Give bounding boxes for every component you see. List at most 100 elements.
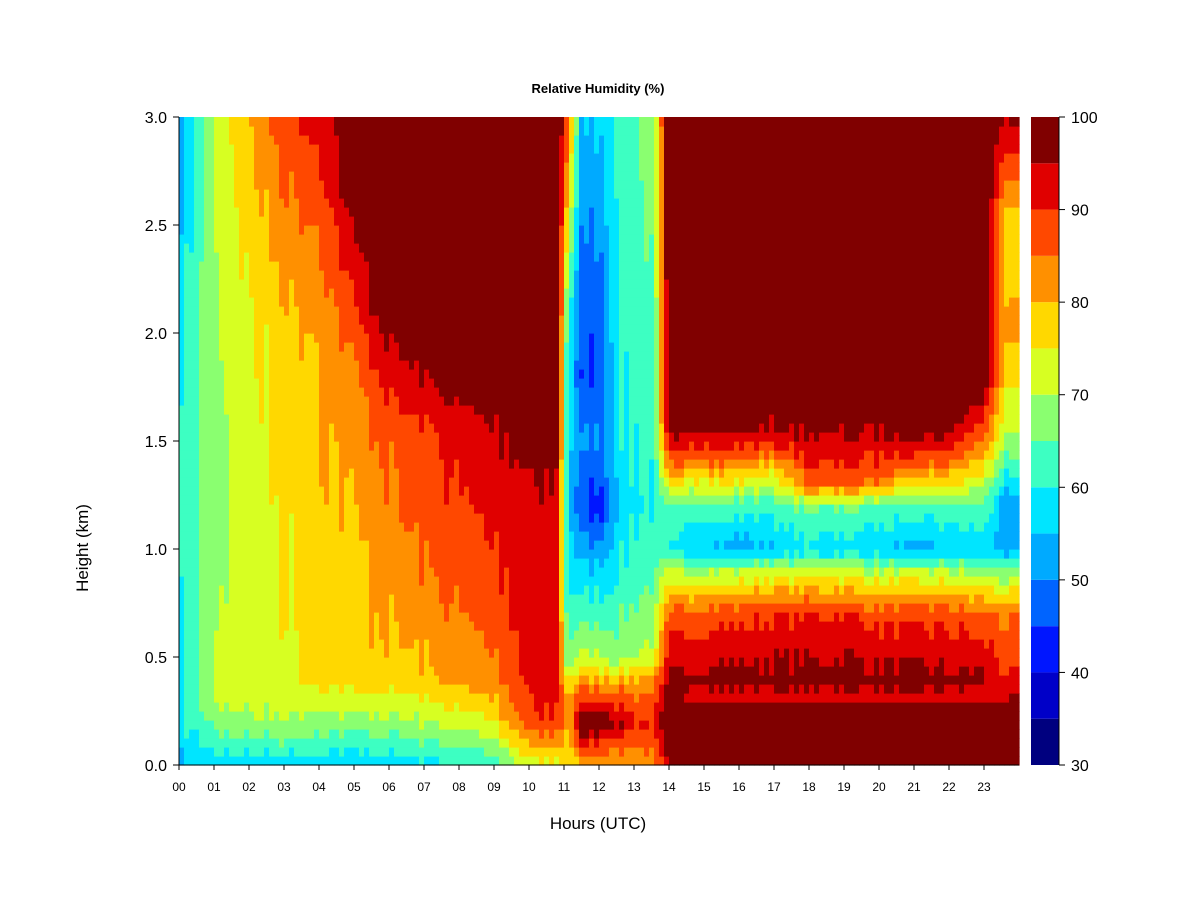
heatmap-cell: [219, 612, 225, 622]
heatmap-cell: [424, 576, 430, 586]
heatmap-cell: [309, 180, 315, 190]
heatmap-cell: [479, 126, 485, 136]
heatmap-cell: [219, 450, 225, 460]
heatmap-cell: [179, 387, 185, 397]
heatmap-cell: [419, 216, 425, 226]
heatmap-cell: [519, 288, 525, 298]
heatmap-cell: [279, 378, 285, 388]
heatmap-cell: [374, 432, 380, 442]
heatmap-cell: [239, 117, 245, 127]
heatmap-cell: [419, 117, 425, 127]
heatmap-cell: [434, 675, 440, 685]
heatmap-cell: [374, 423, 380, 433]
heatmap-cell: [234, 333, 240, 343]
heatmap-cell: [384, 576, 390, 586]
heatmap-cell: [424, 198, 430, 208]
heatmap-cell: [284, 126, 290, 136]
heatmap-cell: [229, 486, 235, 496]
heatmap-cell: [444, 252, 450, 262]
heatmap-cell: [214, 522, 220, 532]
heatmap-cell: [519, 180, 525, 190]
heatmap-cell: [384, 594, 390, 604]
heatmap-cell: [374, 711, 380, 721]
heatmap-cell: [199, 432, 205, 442]
heatmap-cell: [204, 351, 210, 361]
heatmap-cell: [359, 504, 365, 514]
heatmap-cell: [214, 756, 220, 766]
heatmap-cell: [394, 621, 400, 631]
heatmap-cell: [229, 702, 235, 712]
heatmap-cell: [374, 459, 380, 469]
heatmap-cell: [279, 513, 285, 523]
heatmap-cell: [319, 693, 325, 703]
heatmap-cell: [509, 468, 515, 478]
heatmap-cell: [214, 342, 220, 352]
heatmap-cell: [449, 567, 455, 577]
heatmap-cell: [394, 711, 400, 721]
heatmap-cell: [214, 405, 220, 415]
heatmap-cell: [439, 549, 445, 559]
heatmap-cell: [429, 297, 435, 307]
heatmap-cell: [439, 369, 445, 379]
heatmap-cell: [434, 567, 440, 577]
heatmap-cell: [499, 414, 505, 424]
heatmap-cell: [219, 531, 225, 541]
heatmap-cell: [474, 738, 480, 748]
heatmap-cell: [284, 675, 290, 685]
heatmap-cell: [494, 693, 500, 703]
heatmap-cell: [294, 117, 300, 127]
heatmap-cell: [224, 117, 230, 127]
heatmap-cell: [239, 243, 245, 253]
heatmap-cell: [244, 297, 250, 307]
heatmap-cell: [314, 504, 320, 514]
heatmap-cell: [394, 171, 400, 181]
heatmap-cell: [199, 396, 205, 406]
heatmap-cell: [489, 405, 495, 415]
heatmap-cell: [209, 297, 215, 307]
heatmap-cell: [259, 360, 265, 370]
heatmap-cell: [224, 522, 230, 532]
heatmap-cell: [304, 738, 310, 748]
heatmap-cell: [244, 630, 250, 640]
heatmap-cell: [244, 270, 250, 280]
heatmap-cell: [294, 540, 300, 550]
heatmap-cell: [414, 333, 420, 343]
heatmap-cell: [219, 747, 225, 757]
heatmap-cell: [234, 414, 240, 424]
heatmap-cell: [314, 693, 320, 703]
heatmap-cell: [364, 648, 370, 658]
heatmap-cell: [404, 387, 410, 397]
heatmap-cell: [489, 585, 495, 595]
heatmap-cell: [269, 135, 275, 145]
heatmap-cell: [269, 513, 275, 523]
heatmap-cell: [319, 351, 325, 361]
heatmap-cell: [294, 315, 300, 325]
heatmap-cell: [299, 360, 305, 370]
heatmap-cell: [519, 495, 525, 505]
heatmap-cell: [239, 396, 245, 406]
heatmap-cell: [434, 621, 440, 631]
heatmap-cell: [289, 414, 295, 424]
heatmap-cell: [274, 243, 280, 253]
heatmap-cell: [349, 234, 355, 244]
heatmap-cell: [194, 261, 200, 271]
heatmap-cell: [234, 558, 240, 568]
heatmap-cell: [474, 468, 480, 478]
heatmap-cell: [284, 423, 290, 433]
heatmap-cell: [294, 225, 300, 235]
heatmap-cell: [269, 540, 275, 550]
heatmap-cell: [409, 468, 415, 478]
heatmap-cell: [484, 540, 490, 550]
heatmap-cell: [254, 576, 260, 586]
heatmap-cell: [389, 585, 395, 595]
heatmap-cell: [439, 477, 445, 487]
heatmap-cell: [499, 486, 505, 496]
heatmap-cell: [444, 297, 450, 307]
heatmap-cell: [524, 756, 530, 766]
heatmap-cell: [374, 306, 380, 316]
heatmap-cell: [504, 126, 510, 136]
heatmap-cell: [379, 639, 385, 649]
heatmap-cell: [239, 738, 245, 748]
heatmap-cell: [329, 288, 335, 298]
heatmap-cell: [389, 558, 395, 568]
